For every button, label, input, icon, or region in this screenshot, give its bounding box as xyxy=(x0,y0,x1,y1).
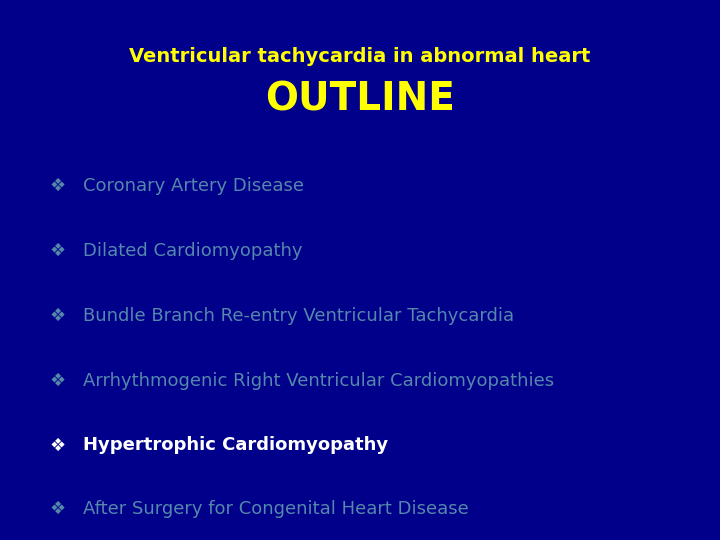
Text: Ventricular tachycardia in abnormal heart: Ventricular tachycardia in abnormal hear… xyxy=(130,47,590,66)
Text: Hypertrophic Cardiomyopathy: Hypertrophic Cardiomyopathy xyxy=(83,436,388,455)
Text: ❖: ❖ xyxy=(50,242,66,260)
Text: ❖: ❖ xyxy=(50,177,66,195)
Text: ❖: ❖ xyxy=(50,307,66,325)
Text: ❖: ❖ xyxy=(50,500,66,518)
Text: ❖: ❖ xyxy=(50,436,66,455)
Text: OUTLINE: OUTLINE xyxy=(265,81,455,119)
Text: Arrhythmogenic Right Ventricular Cardiomyopathies: Arrhythmogenic Right Ventricular Cardiom… xyxy=(83,372,554,390)
Text: Coronary Artery Disease: Coronary Artery Disease xyxy=(83,177,304,195)
Text: Bundle Branch Re-entry Ventricular Tachycardia: Bundle Branch Re-entry Ventricular Tachy… xyxy=(83,307,514,325)
Text: After Surgery for Congenital Heart Disease: After Surgery for Congenital Heart Disea… xyxy=(83,500,469,518)
Text: ❖: ❖ xyxy=(50,372,66,390)
Text: Dilated Cardiomyopathy: Dilated Cardiomyopathy xyxy=(83,242,302,260)
